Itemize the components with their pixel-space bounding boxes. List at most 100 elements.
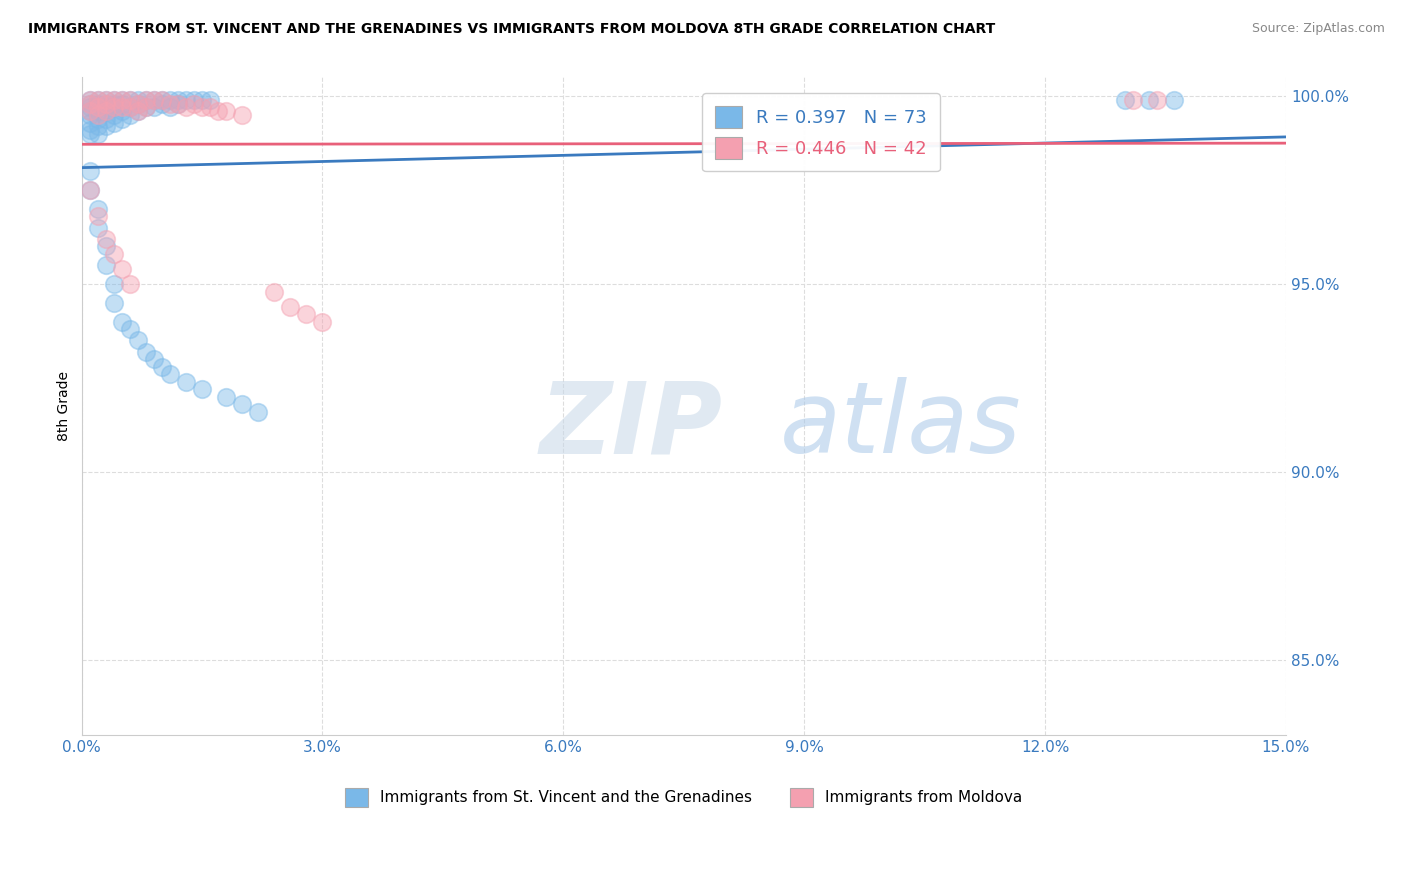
- Point: [295, 307, 318, 321]
- Point: [86, 101, 108, 115]
- Point: [1146, 93, 1168, 107]
- Point: [103, 296, 125, 310]
- Point: [231, 397, 253, 411]
- Point: [118, 322, 141, 336]
- Point: [135, 101, 157, 115]
- Point: [111, 112, 134, 126]
- Point: [111, 93, 134, 107]
- Point: [118, 101, 141, 115]
- Point: [280, 300, 302, 314]
- Point: [103, 93, 125, 107]
- Point: [79, 93, 101, 107]
- Point: [79, 123, 101, 137]
- Point: [215, 390, 238, 404]
- Point: [94, 96, 117, 111]
- Point: [167, 96, 190, 111]
- Point: [79, 93, 101, 107]
- Point: [231, 108, 253, 122]
- Point: [1122, 93, 1144, 107]
- Point: [111, 93, 134, 107]
- Point: [118, 93, 141, 107]
- Point: [79, 104, 101, 119]
- Point: [79, 183, 101, 197]
- Point: [198, 101, 221, 115]
- Point: [150, 96, 173, 111]
- Point: [103, 93, 125, 107]
- Point: [86, 220, 108, 235]
- Point: [111, 101, 134, 115]
- Point: [118, 108, 141, 122]
- Point: [135, 93, 157, 107]
- Point: [86, 202, 108, 216]
- Text: atlas: atlas: [780, 377, 1022, 475]
- Point: [111, 315, 134, 329]
- Point: [86, 120, 108, 134]
- Point: [118, 277, 141, 291]
- Point: [263, 285, 285, 299]
- Point: [127, 96, 149, 111]
- Point: [127, 104, 149, 119]
- Point: [191, 93, 214, 107]
- Point: [247, 405, 270, 419]
- Text: ZIP: ZIP: [540, 377, 723, 475]
- Point: [150, 93, 173, 107]
- Y-axis label: 8th Grade: 8th Grade: [58, 371, 72, 442]
- Point: [86, 101, 108, 115]
- Point: [142, 352, 165, 367]
- Point: [135, 93, 157, 107]
- Point: [1163, 93, 1185, 107]
- Point: [94, 258, 117, 272]
- Point: [94, 93, 117, 107]
- Point: [167, 93, 190, 107]
- Point: [127, 96, 149, 111]
- Point: [94, 104, 117, 119]
- Point: [174, 101, 197, 115]
- Point: [94, 120, 117, 134]
- Point: [142, 101, 165, 115]
- Point: [94, 232, 117, 246]
- Point: [127, 104, 149, 119]
- Point: [159, 96, 181, 111]
- Point: [1114, 93, 1136, 107]
- Point: [86, 104, 108, 119]
- Point: [79, 127, 101, 141]
- Point: [111, 96, 134, 111]
- Point: [150, 359, 173, 374]
- Point: [79, 108, 101, 122]
- Point: [86, 108, 108, 122]
- Point: [174, 93, 197, 107]
- Point: [94, 96, 117, 111]
- Point: [142, 93, 165, 107]
- Point: [103, 247, 125, 261]
- Point: [79, 115, 101, 129]
- Point: [103, 101, 125, 115]
- Point: [183, 93, 205, 107]
- Point: [174, 375, 197, 389]
- Point: [142, 93, 165, 107]
- Point: [207, 104, 229, 119]
- Point: [86, 112, 108, 126]
- Point: [167, 96, 190, 111]
- Legend: Immigrants from St. Vincent and the Grenadines, Immigrants from Moldova: Immigrants from St. Vincent and the Gren…: [339, 782, 1029, 813]
- Point: [79, 96, 101, 111]
- Point: [118, 101, 141, 115]
- Point: [86, 93, 108, 107]
- Point: [215, 104, 238, 119]
- Point: [159, 93, 181, 107]
- Point: [127, 93, 149, 107]
- Point: [86, 96, 108, 111]
- Point: [79, 104, 101, 119]
- Point: [94, 101, 117, 115]
- Point: [1139, 93, 1161, 107]
- Point: [86, 210, 108, 224]
- Point: [86, 127, 108, 141]
- Point: [159, 368, 181, 382]
- Point: [150, 93, 173, 107]
- Point: [103, 101, 125, 115]
- Point: [79, 164, 101, 178]
- Point: [94, 239, 117, 253]
- Point: [127, 334, 149, 348]
- Text: IMMIGRANTS FROM ST. VINCENT AND THE GRENADINES VS IMMIGRANTS FROM MOLDOVA 8TH GR: IMMIGRANTS FROM ST. VINCENT AND THE GREN…: [28, 22, 995, 37]
- Point: [111, 262, 134, 277]
- Point: [94, 93, 117, 107]
